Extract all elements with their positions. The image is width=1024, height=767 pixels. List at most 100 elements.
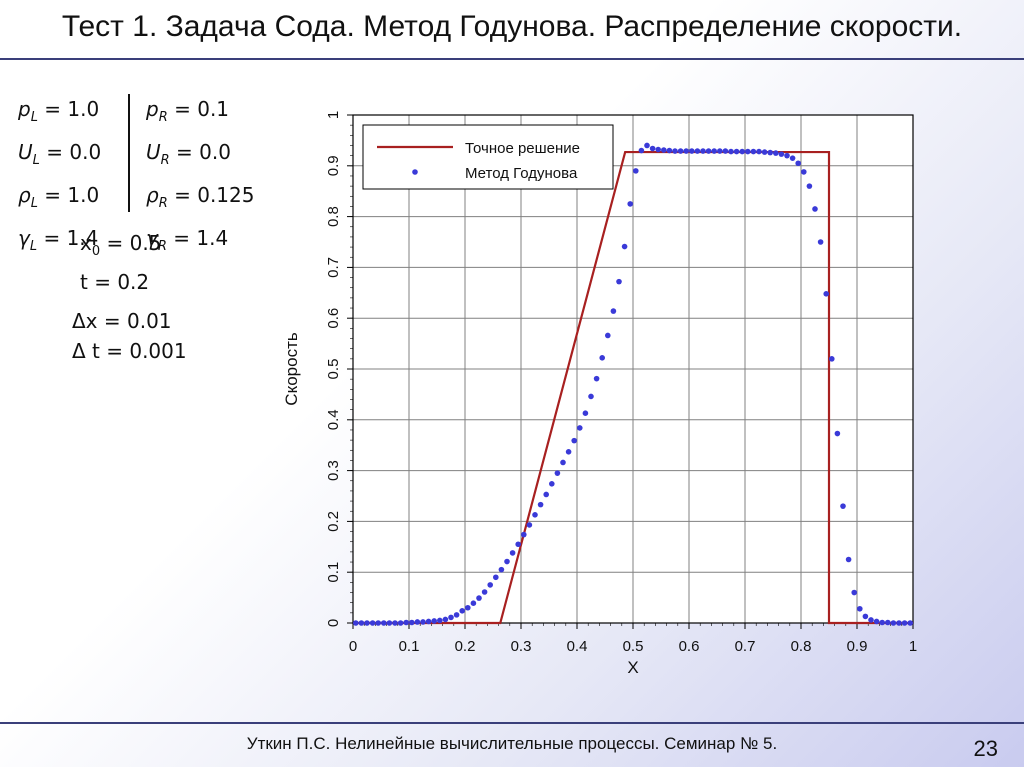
godunov-point bbox=[711, 148, 717, 154]
param-right-3: γR = 1.4 bbox=[146, 226, 229, 254]
godunov-point bbox=[829, 356, 835, 362]
x-tick-label: 0.7 bbox=[735, 638, 756, 655]
y-tick-label: 0.3 bbox=[325, 460, 342, 481]
x-tick-label: 0.9 bbox=[847, 638, 868, 655]
godunov-point bbox=[845, 556, 852, 563]
godunov-point bbox=[403, 619, 409, 626]
godunov-point bbox=[605, 332, 611, 339]
godunov-point bbox=[599, 355, 605, 361]
godunov-point bbox=[409, 619, 415, 626]
godunov-point bbox=[582, 410, 589, 416]
x-tick-label: 0.6 bbox=[679, 638, 700, 655]
godunov-point bbox=[868, 617, 874, 623]
param-right-0: pR = 0.1 bbox=[146, 97, 230, 125]
godunov-point bbox=[795, 160, 801, 167]
godunov-point bbox=[369, 620, 376, 626]
godunov-point bbox=[448, 614, 454, 621]
godunov-point bbox=[857, 605, 863, 612]
godunov-point bbox=[817, 239, 824, 245]
godunov-point bbox=[677, 148, 684, 154]
left-state-params: pL = 1.0 UL = 0.0 ρL = 1.0 γL = 1.4 bbox=[18, 92, 128, 264]
y-tick-label: 1 bbox=[325, 111, 342, 119]
godunov-point bbox=[907, 620, 913, 626]
godunov-point bbox=[364, 620, 370, 626]
dx-line: Δx = 0.01 bbox=[72, 309, 172, 333]
godunov-point bbox=[767, 149, 773, 156]
godunov-point bbox=[733, 148, 740, 155]
param-left-1: UL = 0.0 bbox=[18, 140, 102, 168]
godunov-point bbox=[437, 617, 443, 624]
godunov-point bbox=[571, 437, 577, 444]
godunov-point bbox=[806, 183, 813, 189]
godunov-point bbox=[750, 148, 757, 155]
godunov-point bbox=[476, 595, 482, 601]
godunov-point bbox=[705, 148, 712, 154]
x-tick-label: 0.4 bbox=[567, 638, 588, 655]
godunov-point bbox=[649, 145, 656, 152]
godunov-point bbox=[593, 375, 600, 382]
godunov-point bbox=[386, 620, 393, 626]
godunov-point bbox=[834, 430, 841, 437]
t-line: t = 0.2 bbox=[80, 270, 150, 294]
godunov-point bbox=[470, 600, 477, 606]
godunov-point bbox=[862, 613, 869, 620]
grid-steps: Δx = 0.01 Δ t = 0.001 bbox=[72, 306, 187, 366]
y-tick-label: 0.6 bbox=[325, 308, 342, 329]
godunov-point bbox=[801, 169, 807, 175]
x-tick-label: 0 bbox=[349, 638, 357, 655]
godunov-point bbox=[554, 470, 561, 476]
godunov-point bbox=[840, 503, 846, 509]
y-tick-label: 0 bbox=[325, 619, 342, 627]
godunov-point bbox=[459, 608, 465, 614]
param-left-0: pL = 1.0 bbox=[18, 97, 100, 125]
godunov-point bbox=[756, 148, 762, 155]
godunov-point bbox=[689, 148, 695, 154]
godunov-point bbox=[353, 620, 359, 626]
godunov-point bbox=[672, 148, 678, 154]
godunov-point bbox=[521, 531, 527, 538]
godunov-point bbox=[543, 491, 549, 498]
godunov-point bbox=[375, 620, 381, 626]
godunov-point bbox=[560, 459, 566, 466]
y-tick-label: 0.2 bbox=[325, 511, 342, 532]
y-axis-label: Скорость bbox=[282, 332, 301, 406]
godunov-point bbox=[901, 620, 908, 626]
godunov-point bbox=[627, 201, 633, 207]
godunov-point bbox=[515, 541, 521, 548]
godunov-point bbox=[890, 620, 897, 626]
godunov-point bbox=[392, 620, 398, 626]
plot-frame bbox=[352, 114, 914, 624]
godunov-point bbox=[694, 148, 701, 154]
param-left-2: ρL = 1.0 bbox=[18, 183, 100, 211]
godunov-point bbox=[610, 308, 617, 314]
godunov-point bbox=[778, 151, 785, 157]
godunov-point bbox=[823, 291, 829, 297]
godunov-point bbox=[700, 148, 706, 154]
godunov-point bbox=[638, 147, 645, 154]
param-left-3: γL = 1.4 bbox=[18, 226, 99, 254]
right-state-params: pR = 0.1 UR = 0.0 ρR = 0.125 γR = 1.4 bbox=[146, 92, 286, 264]
godunov-point bbox=[565, 449, 572, 455]
page-number: 23 bbox=[973, 736, 998, 761]
godunov-point bbox=[504, 558, 510, 565]
godunov-point bbox=[789, 155, 796, 161]
godunov-point bbox=[722, 148, 729, 154]
y-tick-label: 0.5 bbox=[325, 359, 342, 380]
godunov-point bbox=[381, 620, 387, 626]
godunov-point bbox=[773, 150, 779, 156]
x-tick-label: 0.1 bbox=[399, 638, 420, 655]
godunov-point bbox=[621, 243, 628, 250]
x-tick-label: 0.5 bbox=[623, 638, 644, 655]
x-axis-label: X bbox=[627, 658, 638, 677]
param-right-2: ρR = 0.125 bbox=[146, 183, 255, 211]
godunov-point bbox=[655, 146, 661, 153]
godunov-point bbox=[633, 168, 639, 174]
godunov-point bbox=[481, 589, 488, 595]
godunov-point bbox=[812, 206, 818, 212]
legend-marker-swatch bbox=[412, 169, 418, 175]
x-tick-label: 0.2 bbox=[455, 638, 476, 655]
godunov-point bbox=[879, 619, 885, 626]
y-tick-label: 0.7 bbox=[325, 257, 342, 278]
x0-line: x0 = 0.5 bbox=[80, 231, 162, 259]
godunov-point bbox=[717, 148, 723, 154]
